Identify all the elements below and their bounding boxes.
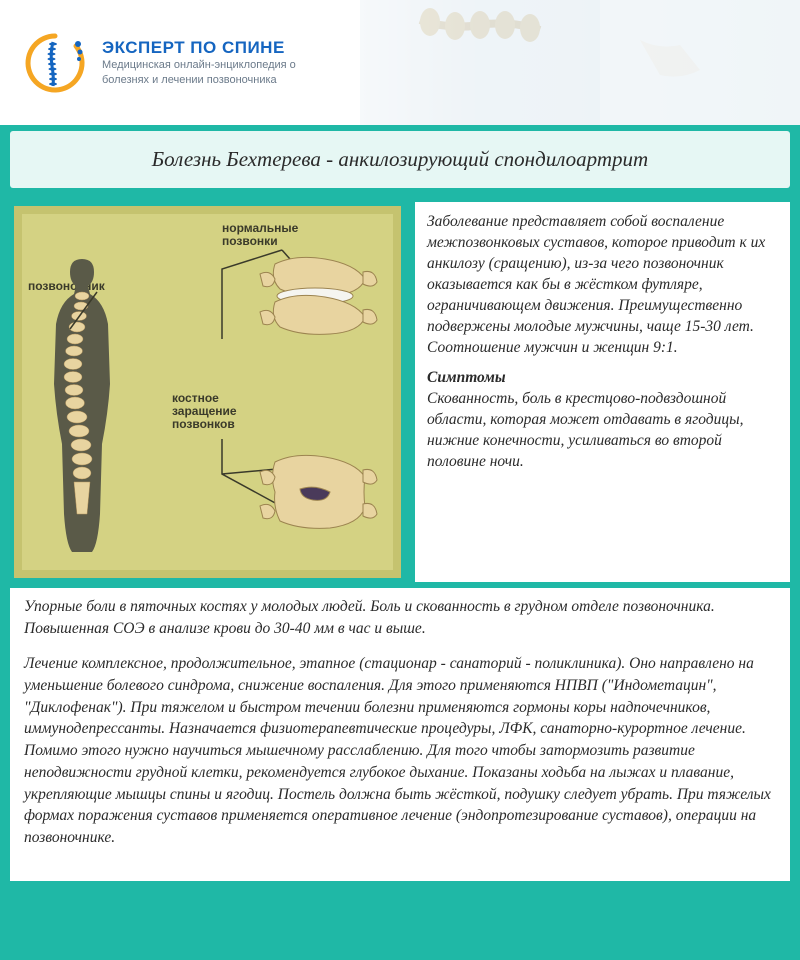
spine-diagram: позвоночник нормальные позвонки костное … (10, 202, 405, 582)
title-bar: Болезнь Бехтерева - анкилозирующий спонд… (0, 125, 800, 196)
treatment-paragraph: Лечение комплексное, продолжительное, эт… (24, 653, 776, 848)
brand-title: ЭКСПЕРТ ПО СПИНЕ (102, 38, 322, 58)
logo-icon (20, 28, 90, 98)
header-background-image (360, 0, 800, 125)
intro-paragraph: Заболевание представляет собой воспалени… (427, 213, 765, 356)
normal-vertebrae-illustration (245, 244, 385, 354)
page-title: Болезнь Бехтерева - анкилозирующий спонд… (10, 131, 790, 188)
intro-and-symptoms: Заболевание представляет собой воспалени… (415, 202, 790, 582)
site-header: ЭКСПЕРТ ПО СПИНЕ Медицинская онлайн-энци… (0, 0, 800, 125)
body-text-block: Упорные боли в пяточных костях у молодых… (10, 588, 790, 881)
mid-paragraph: Упорные боли в пяточных костях у молодых… (24, 596, 776, 639)
content-top-row: позвоночник нормальные позвонки костное … (0, 196, 800, 588)
brand-subtitle: Медицинская онлайн-энциклопедия о болезн… (102, 58, 322, 87)
brand-text: ЭКСПЕРТ ПО СПИНЕ Медицинская онлайн-энци… (102, 38, 322, 87)
logo-block: ЭКСПЕРТ ПО СПИНЕ Медицинская онлайн-энци… (20, 28, 322, 98)
fused-vertebrae-illustration (245, 444, 385, 554)
symptoms-paragraph: Скованность, боль в крестцово-подвздошно… (427, 390, 744, 470)
symptoms-heading: Симптомы (427, 368, 778, 389)
